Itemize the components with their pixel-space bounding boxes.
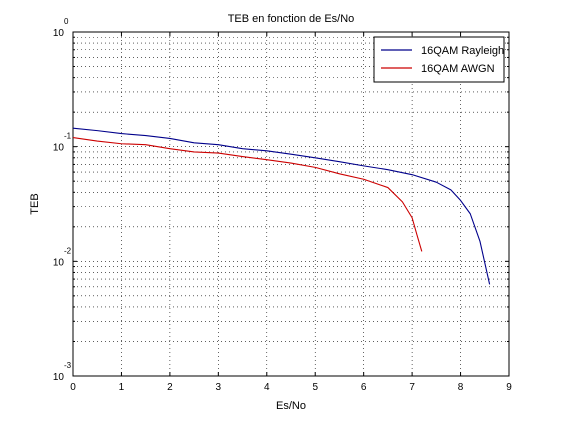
- y-tick-exponent: 0: [64, 17, 69, 26]
- x-tick-label: 0: [70, 382, 76, 393]
- x-tick-label: 7: [409, 382, 415, 393]
- x-tick-label: 4: [264, 382, 270, 393]
- x-axis-label: Es/No: [276, 400, 306, 412]
- plot-area-frame: [73, 32, 509, 376]
- legend-box: [374, 37, 504, 82]
- x-tick-label: 1: [119, 382, 125, 393]
- x-tick-label: 6: [361, 382, 367, 393]
- x-tick-label: 3: [216, 382, 222, 393]
- y-tick-label: 10: [53, 257, 65, 268]
- y-tick-exponent: -1: [64, 132, 72, 141]
- y-tick-exponent: -3: [64, 361, 72, 370]
- y-axis-label: TEB: [29, 193, 41, 214]
- legend: 16QAM Rayleigh 16QAM AWGN: [374, 37, 504, 82]
- chart-title: TEB en fonction de Es/No: [228, 13, 355, 25]
- legend-label-rayleigh: 16QAM Rayleigh: [421, 45, 504, 57]
- y-tick-label: 10: [53, 372, 65, 383]
- series-line-awgn: [73, 138, 422, 252]
- x-tick-label: 9: [506, 382, 512, 393]
- legend-label-awgn: 16QAM AWGN: [421, 63, 495, 75]
- x-tick-label: 2: [167, 382, 173, 393]
- y-tick-exponent: -2: [64, 246, 72, 255]
- y-tick-label: 10: [53, 143, 65, 154]
- x-tick-label: 5: [312, 382, 318, 393]
- series-line-rayleigh: [73, 128, 490, 284]
- x-tick-label: 8: [458, 382, 464, 393]
- y-tick-label: 10: [53, 28, 65, 39]
